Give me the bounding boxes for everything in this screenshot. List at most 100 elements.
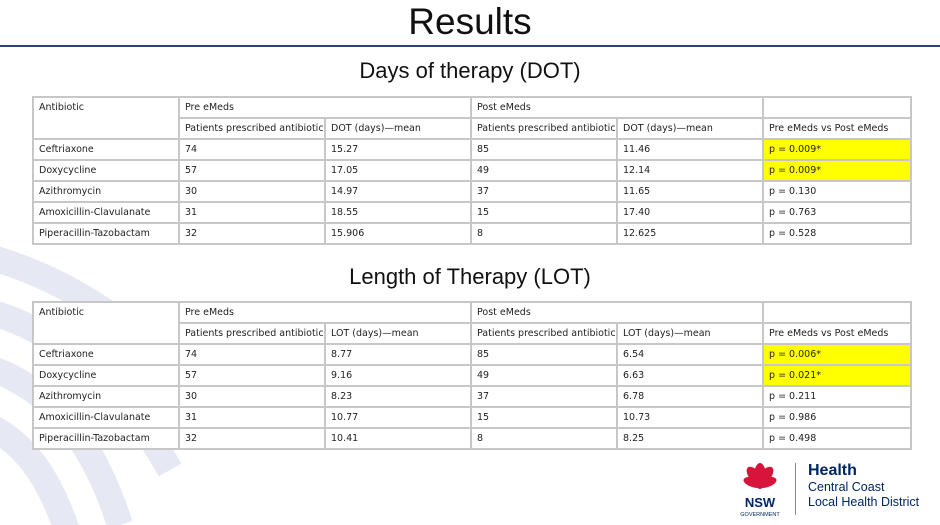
cell-antibiotic: Amoxicillin-Clavulanate <box>32 406 180 429</box>
cell-pre-patients: 74 <box>178 138 326 161</box>
logo-district-line-2: Local Health District <box>808 494 920 509</box>
header-row-columns: Patients prescribed antibiotic DOT (days)… <box>33 117 913 140</box>
cell-post-patients: 8 <box>470 427 618 450</box>
table-row: Piperacillin-Tazobactam 32 15.906 8 12.625 p … <box>32 222 913 245</box>
cell-p: p = 0.009* <box>762 138 913 161</box>
header-post-mean: DOT (days)—mean <box>615 117 765 140</box>
cell-pre-patients: 32 <box>178 427 326 450</box>
cell-post-mean: 11.46 <box>615 138 765 161</box>
cell-post-mean: 12.625 <box>615 222 765 245</box>
cell-antibiotic: Azithromycin <box>32 180 180 203</box>
cell-post-patients: 85 <box>470 343 618 366</box>
logo-divider <box>795 463 796 515</box>
logo-nsw-text: NSW <box>745 495 776 510</box>
logo-government-text: GOVERNMENT <box>740 512 780 518</box>
header-pre-group: Pre eMeds <box>178 301 472 324</box>
cell-p: p = 0.130 <box>762 180 913 203</box>
table-row: Doxycycline 57 9.16 49 6.63 p = 0.021* <box>32 364 913 387</box>
cell-post-patients: 85 <box>470 138 618 161</box>
cell-pre-patients: 57 <box>178 364 326 387</box>
cell-post-mean: 6.54 <box>615 343 765 366</box>
logo-text: Health Central Coast Local Health Distri… <box>808 463 919 508</box>
cell-p: p = 0.211 <box>762 385 913 408</box>
cell-pre-mean: 9.16 <box>324 364 472 387</box>
table-row: Amoxicillin-Clavulanate 31 10.77 15 10.73 p =… <box>32 406 913 429</box>
cell-antibiotic: Azithromycin <box>32 385 180 408</box>
dot-table: Antibiotic Pre eMeds Post eMeds Patients pr… <box>32 96 913 245</box>
header-post-patients: Patients prescribed antibiotic <box>470 322 618 345</box>
lot-section-heading: Length of Therapy (LOT) <box>349 264 591 289</box>
logo-district-line-1: Central Coast <box>808 480 885 494</box>
cell-antibiotic: Ceftriaxone <box>32 343 180 366</box>
cell-post-mean: 11.65 <box>615 180 765 203</box>
cell-post-patients: 8 <box>470 222 618 245</box>
cell-pre-patients: 32 <box>178 222 326 245</box>
cell-antibiotic: Piperacillin-Tazobactam <box>32 427 180 450</box>
header-pre-patients: Patients prescribed antibiotic <box>178 117 326 140</box>
lot-table: Antibiotic Pre eMeds Post eMeds Patients pr… <box>32 301 913 450</box>
cell-pre-patients: 31 <box>178 406 326 429</box>
table-row: Azithromycin 30 14.97 37 11.65 p = 0.130 <box>32 180 913 203</box>
cell-p: p = 0.498 <box>762 427 913 450</box>
table-row: Amoxicillin-Clavulanate 31 18.55 15 17.40 p =… <box>32 201 913 224</box>
cell-antibiotic: Amoxicillin-Clavulanate <box>32 201 180 224</box>
cell-post-mean: 12.14 <box>615 159 765 182</box>
cell-p: p = 0.528 <box>762 222 913 245</box>
table-row: Ceftriaxone 74 15.27 85 11.46 p = 0.009* <box>32 138 913 161</box>
header-post-patients: Patients prescribed antibiotic <box>470 117 618 140</box>
cell-p: p = 0.006* <box>762 343 913 366</box>
cell-post-mean: 6.78 <box>615 385 765 408</box>
cell-p: p = 0.009* <box>762 159 913 182</box>
table-row: Doxycycline 57 17.05 49 12.14 p = 0.009* <box>32 159 913 182</box>
header-comparison: Pre eMeds vs Post eMeds <box>762 322 913 345</box>
cell-pre-mean: 15.27 <box>324 138 472 161</box>
lot-table-body: Antibiotic Pre eMeds Post eMeds Patients pr… <box>32 301 913 450</box>
cell-post-mean: 6.63 <box>615 364 765 387</box>
cell-pre-mean: 8.23 <box>324 385 472 408</box>
page-title: Results <box>408 1 532 42</box>
header-post-group: Post eMeds <box>469 301 765 324</box>
header-post-group: Post eMeds <box>469 96 765 119</box>
cell-p: p = 0.986 <box>762 406 913 429</box>
header-pre-group: Pre eMeds <box>178 96 472 119</box>
cell-pre-mean: 18.55 <box>324 201 472 224</box>
waratah-icon: NSW GOVERNMENT <box>740 463 780 518</box>
cell-pre-mean: 15.906 <box>324 222 472 245</box>
cell-post-patients: 37 <box>470 180 618 203</box>
cell-pre-mean: 8.77 <box>324 343 472 366</box>
cell-post-mean: 8.25 <box>615 427 765 450</box>
cell-p: p = 0.021* <box>762 364 913 387</box>
table-row: Piperacillin-Tazobactam 32 10.41 8 8.25 p = 0… <box>32 427 913 450</box>
cell-post-patients: 37 <box>470 385 618 408</box>
header-pre-mean: DOT (days)—mean <box>324 117 472 140</box>
header-pre-mean: LOT (days)—mean <box>324 322 472 345</box>
header-post-mean: LOT (days)—mean <box>615 322 765 345</box>
table-row: Azithromycin 30 8.23 37 6.78 p = 0.211 <box>32 385 913 408</box>
cell-pre-patients: 31 <box>178 201 326 224</box>
logo-health-name: Health <box>808 462 857 479</box>
cell-pre-mean: 14.97 <box>324 180 472 203</box>
dot-section-heading: Days of therapy (DOT) <box>359 58 581 83</box>
cell-post-patients: 15 <box>470 201 618 224</box>
cell-post-patients: 15 <box>470 406 618 429</box>
header-pre-patients: Patients prescribed antibiotic <box>178 322 326 345</box>
table-row: Ceftriaxone 74 8.77 85 6.54 p = 0.006* <box>32 343 913 366</box>
title-divider <box>0 45 940 47</box>
header-row-groups: Antibiotic Pre eMeds Post eMeds <box>32 301 913 345</box>
cell-pre-patients: 74 <box>178 343 326 366</box>
cell-post-mean: 10.73 <box>615 406 765 429</box>
cell-pre-mean: 10.77 <box>324 406 472 429</box>
cell-pre-patients: 57 <box>178 159 326 182</box>
cell-post-patients: 49 <box>470 364 618 387</box>
header-comparison-group <box>762 301 913 324</box>
cell-pre-mean: 17.05 <box>324 159 472 182</box>
cell-antibiotic: Doxycycline <box>32 159 180 182</box>
cell-pre-patients: 30 <box>178 385 326 408</box>
header-comparison: Pre eMeds vs Post eMeds <box>762 117 913 140</box>
dot-table-body: Antibiotic Pre eMeds Post eMeds Patients pr… <box>32 96 913 245</box>
header-comparison-group <box>762 96 913 119</box>
cell-post-mean: 17.40 <box>615 201 765 224</box>
nsw-health-logo: NSW GOVERNMENT Health Central Coast Loca… <box>736 458 936 520</box>
header-antibiotic: Antibiotic <box>32 96 180 140</box>
cell-antibiotic: Ceftriaxone <box>32 138 180 161</box>
